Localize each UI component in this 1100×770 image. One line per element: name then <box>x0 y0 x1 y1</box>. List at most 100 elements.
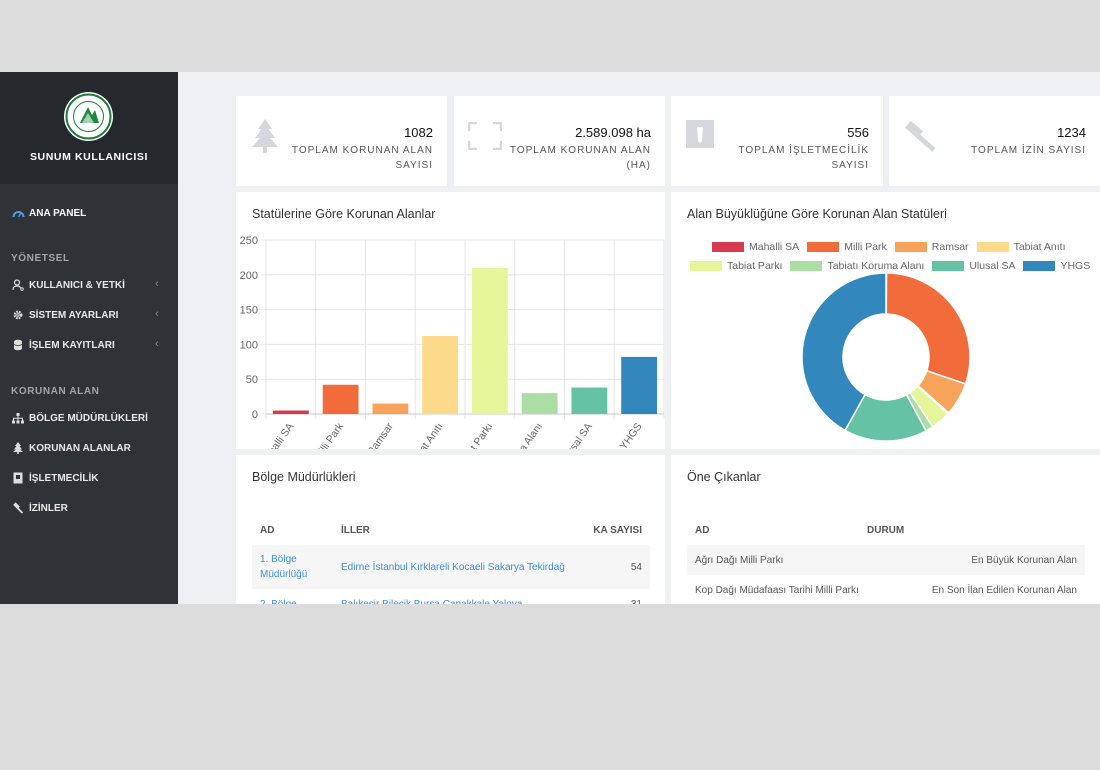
id-badge-icon <box>11 472 25 484</box>
column-header-durum: DURUM <box>867 524 905 536</box>
bolge-name-link[interactable]: 2. Bölge <box>252 589 341 604</box>
chevron-left-icon[interactable]: ‹ <box>155 278 159 290</box>
bar-yhgs[interactable] <box>621 356 658 414</box>
column-header-iller: İLLER <box>341 524 370 536</box>
highlight-status: En Son İlan Edilen Korunan Alan <box>931 584 1077 596</box>
table-row[interactable]: Ağrı Dağı Milli Parkı En Büyük Korunan A… <box>687 545 1085 575</box>
highlight-name: Ağrı Dağı Milli Parkı <box>695 554 784 566</box>
nav-kullanici-yetki[interactable]: KULLANICI & YETKİ <box>11 275 125 295</box>
bolge-mudurlukleri-panel: Bölge Müdürlükleri AD İLLER KA SAYISI 1.… <box>236 455 665 604</box>
bar-chart: 0 50 100 150 200 250 Mahalli SA Milli Park Ramsa… <box>240 235 665 449</box>
legend-swatch <box>894 242 927 252</box>
legend-label: Tabiat Anıtı <box>1013 241 1066 253</box>
nav-bolge-mudurlukleri-label: BÖLGE MÜDÜRLÜKLERİ <box>29 412 148 424</box>
legend-item[interactable]: YHGS <box>1023 260 1090 272</box>
sitemap-icon <box>11 412 25 424</box>
legend-item[interactable]: Milli Park <box>807 241 887 253</box>
stat-value: 1082 <box>404 125 433 140</box>
legend-item[interactable]: Ulusal SA <box>932 260 1015 272</box>
stat-card-korunan-alan-ha: 2.589.098 ha TOPLAM KORUNAN ALAN (HA) <box>454 96 665 186</box>
stat-value: 1234 <box>1057 125 1086 140</box>
nav-sistem-ayarlari-label: SİSTEM AYARLARI <box>29 309 119 321</box>
x-tick-label: YHGS <box>618 421 645 449</box>
bar-ramsar[interactable] <box>372 403 409 414</box>
x-tick-label: Tabiat Anıtı <box>406 421 446 449</box>
bolge-name-link[interactable]: 1. Bölge Müdürlüğü <box>260 554 308 580</box>
iller-link[interactable]: Balıkesir Bilecik Bursa Çanakkale Yalova <box>341 589 580 604</box>
legend-label: Mahalli SA <box>749 241 800 253</box>
table-row[interactable]: 2. Bölge Balıkesir Bilecik Bursa Çanakka… <box>252 589 650 604</box>
nav-isletmecilik[interactable]: İŞLETMECİLİK <box>11 468 98 488</box>
x-tick-label: Tabiat Parkı <box>454 421 496 449</box>
nav-ana-panel[interactable]: ANA PANEL <box>11 203 86 223</box>
legend-item[interactable]: Ramsar <box>894 241 969 253</box>
tree-icon <box>11 442 25 454</box>
column-header-ad: AD <box>260 524 275 536</box>
legend-swatch <box>932 261 965 271</box>
app-frame: SUNUM KULLANICISI ANA PANEL YÖNETSEL KUL… <box>0 72 1100 604</box>
legend-swatch <box>1023 261 1056 271</box>
nav-kullanici-yetki-label: KULLANICI & YETKİ <box>29 279 125 291</box>
panel-title: Bölge Müdürlükleri <box>252 470 356 484</box>
bar-milli-park[interactable] <box>322 384 359 414</box>
slice-milli-park[interactable] <box>885 272 971 385</box>
stat-card-isletmecilik: 556 TOPLAM İŞLETMECİLİK SAYISI <box>671 96 883 186</box>
legend-item[interactable]: Tabiat Anıtı <box>976 241 1066 253</box>
nav-izinler[interactable]: İZİNLER <box>11 498 68 518</box>
bolge-table: AD İLLER KA SAYISI 1. Bölge Müdürlüğü Edi… <box>252 515 650 604</box>
sidebar: SUNUM KULLANICISI ANA PANEL YÖNETSEL KUL… <box>0 72 178 604</box>
nav-islem-kayitlari[interactable]: İŞLEM KAYITLARI <box>11 335 115 355</box>
x-tick-label: Milli Park <box>312 420 347 449</box>
y-tick-label: 150 <box>240 305 258 317</box>
x-tick-label: Mahalli SA <box>258 421 297 449</box>
legend-label: Ramsar <box>931 241 969 253</box>
user-key-icon <box>11 279 25 291</box>
stat-value: 556 <box>847 125 869 140</box>
panel-title: Öne Çıkanlar <box>687 470 761 484</box>
panel-title: Alan Büyüklüğüne Göre Korunan Alan Statü… <box>687 207 947 221</box>
legend-item[interactable]: Tabiat Parkı <box>690 260 782 272</box>
table-row[interactable]: 1. Bölge Müdürlüğü Edirne İstanbul Kırkla… <box>252 545 650 589</box>
slice-yhgs[interactable] <box>801 272 887 432</box>
chevron-left-icon[interactable]: ‹ <box>155 308 159 320</box>
y-tick-label: 100 <box>240 339 258 351</box>
ka-sayisi-cell: 31 <box>580 589 650 604</box>
table-header-row: AD DURUM <box>687 515 1085 545</box>
one-cikanlar-table: AD DURUM Ağrı Dağı Milli Parkı En Büyük … <box>687 515 1085 604</box>
legend-swatch <box>712 242 744 252</box>
legend-item[interactable]: Mahalli SA <box>712 241 799 253</box>
username: SUNUM KULLANICISI <box>29 151 149 163</box>
iller-link[interactable]: Edirne İstanbul Kırklareli Kocaeli Sakar… <box>341 561 565 573</box>
profile-block: SUNUM KULLANICISI <box>0 72 178 184</box>
bar-chart-panel: Statülerine Göre Korunan Alanlar 0 50 100 1… <box>236 192 665 449</box>
nav-bolge-mudurlukleri[interactable]: BÖLGE MÜDÜRLÜKLERİ <box>11 408 148 428</box>
legend-item[interactable]: Tabiatı Koruma Alanı <box>790 260 924 272</box>
gavel-icon <box>903 119 937 158</box>
donut-chart <box>801 272 971 442</box>
bar-tabiat-parkı[interactable] <box>471 267 508 414</box>
highlight-status: En Büyük Korunan Alan <box>971 554 1077 566</box>
section-heading-korunan-alan: KORUNAN ALAN <box>11 386 100 397</box>
stat-label: TOPLAM İZİN SAYISI <box>971 145 1086 156</box>
table-row[interactable]: Kop Dağı Müdafaası Tarihi Milli Parkı En… <box>687 575 1085 604</box>
y-tick-label: 0 <box>252 409 258 421</box>
legend-label: Ulusal SA <box>969 260 1016 272</box>
stat-label: TOPLAM İŞLETMECİLİK SAYISI <box>738 145 869 171</box>
bar-tabiatı-koruma-alanı[interactable] <box>521 393 558 414</box>
nav-korunan-alanlar[interactable]: KORUNAN ALANLAR <box>11 438 131 458</box>
chart-legend-row-2: Tabiat Parkı Tabiatı Koruma Alanı Ulusal S… <box>690 260 1098 272</box>
legend-swatch <box>976 242 1009 252</box>
bar-mahalli-sa[interactable] <box>272 410 309 414</box>
table-header-row: AD İLLER KA SAYISI <box>252 515 650 545</box>
stat-label: TOPLAM KORUNAN ALAN SAYISI <box>291 145 433 171</box>
donut-chart-panel: Alan Büyüklüğüne Göre Korunan Alan Statü… <box>671 192 1100 449</box>
y-tick-label: 250 <box>240 235 258 247</box>
bar-ulusal-sa[interactable] <box>571 387 608 414</box>
ka-sayisi-cell: 54 <box>630 561 642 573</box>
stat-label: TOPLAM KORUNAN ALAN (HA) <box>509 145 651 171</box>
panel-title: Statülerine Göre Korunan Alanlar <box>252 207 436 221</box>
chevron-left-icon[interactable]: ‹ <box>155 338 159 350</box>
bar-tabiat-anıtı[interactable] <box>422 336 459 414</box>
nav-sistem-ayarlari[interactable]: SİSTEM AYARLARI <box>11 305 118 325</box>
expand-icon <box>467 121 503 155</box>
